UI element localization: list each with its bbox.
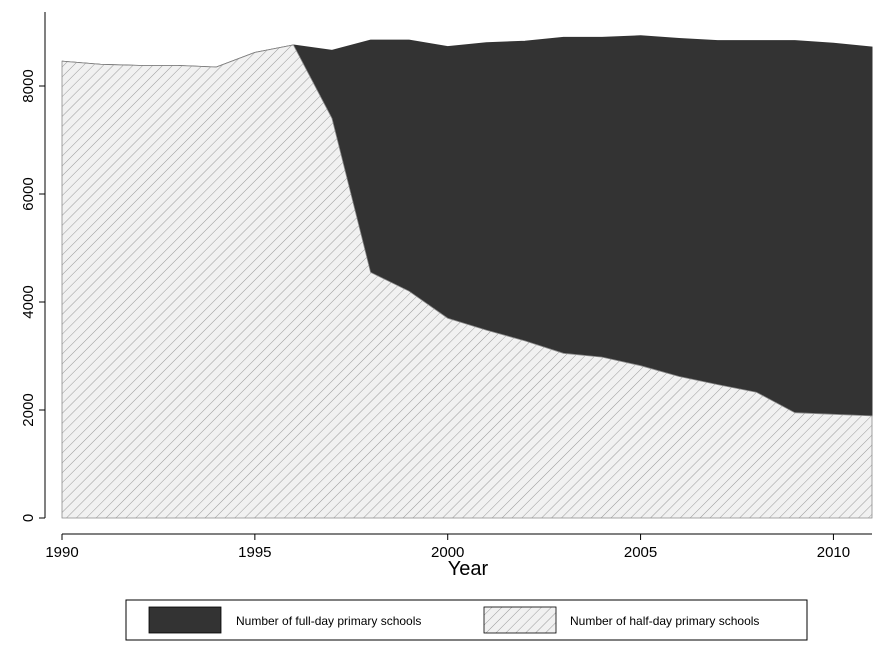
x-axis-label: Year <box>448 558 489 580</box>
y-tick-label-2000: 2000 <box>20 393 37 426</box>
legend-label-half-day: Number of half-day primary schools <box>570 614 759 628</box>
series-areas <box>61 35 873 519</box>
x-tick-label-2010: 2010 <box>817 544 850 561</box>
x-tick-label-1995: 1995 <box>238 544 271 561</box>
y-tick-label-0: 0 <box>20 514 37 522</box>
x-tick-label-2005: 2005 <box>624 544 657 561</box>
x-tick-label-2000: 2000 <box>431 544 464 561</box>
y-tick-label-6000: 6000 <box>20 177 37 210</box>
legend-box <box>125 599 808 641</box>
legend-swatch-half-day <box>483 606 557 634</box>
legend-swatch-full-day <box>148 606 222 634</box>
y-tick-label-8000: 8000 <box>20 69 37 102</box>
x-tick-label-1990: 1990 <box>45 544 78 561</box>
legend-label-full-day: Number of full-day primary schools <box>236 614 421 628</box>
y-tick-label-4000: 4000 <box>20 285 37 318</box>
area-half-day-schools <box>61 44 873 519</box>
axes: 0 2000 4000 6000 8000 1990 1995 2000 2005 2010 Yea… <box>20 12 872 580</box>
legend: Number of full-day primary schools Number… <box>125 599 808 641</box>
